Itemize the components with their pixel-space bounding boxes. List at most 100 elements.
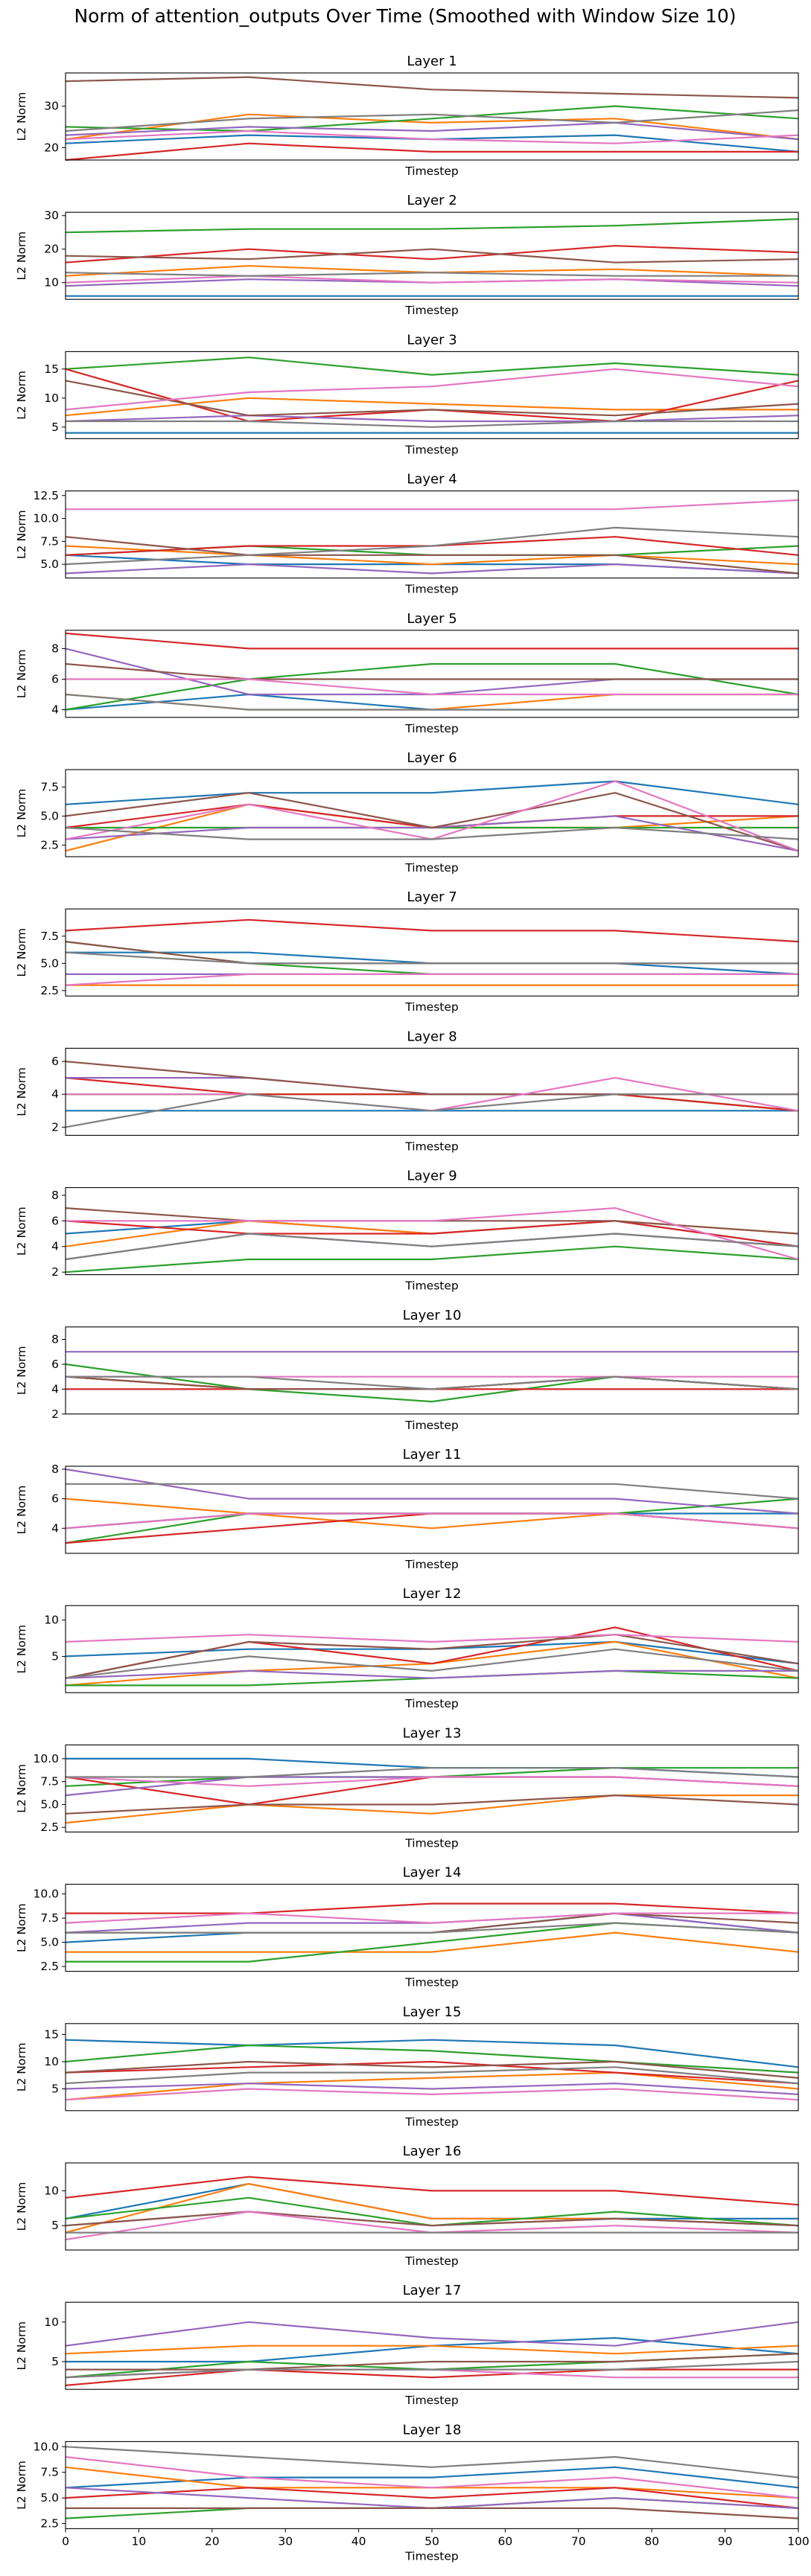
series-line xyxy=(65,2360,799,2379)
plot-frame xyxy=(65,2162,799,2251)
y-tick-label: 6 xyxy=(51,1055,59,1068)
x-tick-label: 0 xyxy=(62,2534,69,2548)
y-tick-label: 10.0 xyxy=(33,1888,59,1901)
y-tick-label: 7.5 xyxy=(40,930,59,943)
y-tick-label: 5 xyxy=(51,2083,59,2096)
series-line xyxy=(66,1375,799,1390)
y-axis-label: L2 Norm xyxy=(15,1625,28,1674)
x-tick-label: 90 xyxy=(718,2534,733,2548)
x-tick-label: 100 xyxy=(787,2534,810,2548)
y-tick-label: 10.0 xyxy=(33,512,59,525)
y-axis-label: L2 Norm xyxy=(15,2321,28,2371)
y-axis-label: L2 Norm xyxy=(15,371,28,420)
subplot-layer-9: Layer 9 2 4 6 8 Timestep L2 Norm xyxy=(15,1169,799,1293)
plot-frame xyxy=(65,769,799,857)
series-line xyxy=(66,1483,799,1500)
series-line xyxy=(65,1634,799,1643)
x-axis-label: Timestep xyxy=(404,1697,458,1710)
y-tick-label: 10.0 xyxy=(33,2440,59,2453)
y-axis-label: L2 Norm xyxy=(15,510,28,559)
series-line xyxy=(65,563,799,575)
subplot-title: Layer 6 xyxy=(407,750,457,766)
subplot-title: Layer 8 xyxy=(407,1029,457,1044)
x-tick-label: 80 xyxy=(644,2534,659,2548)
y-tick-label: 7.5 xyxy=(40,1775,59,1789)
series-line xyxy=(65,76,799,99)
y-tick-label: 8 xyxy=(51,1333,59,1346)
series-line xyxy=(65,248,799,263)
subplot-layer-10: Layer 10 2 4 6 8 Timestep L2 Norm xyxy=(15,1308,799,1432)
subplot-title: Layer 17 xyxy=(403,2283,462,2298)
series-line xyxy=(65,951,798,965)
x-axis-label: Timestep xyxy=(404,2549,458,2563)
y-tick-label: 15 xyxy=(44,2027,59,2041)
series-line xyxy=(65,1245,799,1273)
y-tick-label: 6 xyxy=(51,1492,59,1506)
y-tick-label: 10.0 xyxy=(33,1752,59,1765)
series-line xyxy=(65,2455,799,2499)
x-tick-label: 20 xyxy=(205,2534,220,2548)
x-tick-label: 10 xyxy=(132,2534,147,2548)
y-tick-label: 20 xyxy=(44,141,59,154)
x-tick-label: 70 xyxy=(571,2534,586,2548)
series-line xyxy=(66,1922,799,1934)
subplot-layer-18: Layer 18 2.5 5.0 7.5 10.0 0 10 20 30 40 50 60 70 80 90… xyxy=(15,2422,810,2563)
plot-frame xyxy=(65,1326,799,1415)
series-line xyxy=(65,2211,799,2227)
y-tick-label: 5 xyxy=(51,2355,59,2368)
y-tick-label: 7.5 xyxy=(40,2466,59,2479)
subplot-title: Layer 10 xyxy=(403,1308,462,1323)
series-line xyxy=(65,2368,798,2386)
y-axis-label: L2 Norm xyxy=(15,92,28,141)
subplot-title: Layer 2 xyxy=(407,193,457,208)
series-line xyxy=(65,2060,799,2079)
y-tick-label: 5.0 xyxy=(40,809,59,822)
y-tick-label: 2.5 xyxy=(40,2517,59,2531)
x-tick-label: 30 xyxy=(278,2534,293,2548)
series-line xyxy=(65,662,799,711)
y-tick-label: 4 xyxy=(51,1087,59,1101)
y-axis-label: L2 Norm xyxy=(15,1903,28,1952)
x-tick-label: 40 xyxy=(352,2534,366,2548)
y-tick-label: 2 xyxy=(51,1407,59,1421)
subplot-title: Layer 16 xyxy=(403,2144,462,2159)
series-line xyxy=(65,632,798,650)
series-line xyxy=(65,130,799,144)
subplot-layer-12: Layer 12 5 10 Timestep L2 Norm xyxy=(15,1586,799,1710)
series-line xyxy=(65,2083,799,2095)
series-line xyxy=(65,918,799,943)
plot-frame xyxy=(65,630,799,718)
series-line xyxy=(65,693,798,711)
subplot-title: Layer 18 xyxy=(403,2422,462,2438)
subplot-title: Layer 12 xyxy=(403,1586,462,1602)
y-axis-label: L2 Norm xyxy=(15,1486,28,1535)
subplot-layer-11: Layer 11 4 6 8 Timestep L2 Norm xyxy=(15,1447,799,1571)
x-axis-label: Timestep xyxy=(404,583,458,596)
y-tick-label: 8 xyxy=(51,1463,59,1476)
y-tick-label: 15 xyxy=(44,362,59,376)
subplot-title: Layer 5 xyxy=(407,611,457,627)
y-tick-label: 4 xyxy=(51,1521,59,1535)
series-line xyxy=(65,1794,799,1815)
series-line xyxy=(65,2088,799,2101)
series-line xyxy=(65,218,799,234)
series-line xyxy=(65,1648,799,1679)
y-tick-label: 10 xyxy=(44,391,59,405)
y-tick-label: 10 xyxy=(44,276,59,290)
plot-frame xyxy=(65,1605,799,1693)
x-axis-label: Timestep xyxy=(404,2115,458,2129)
y-tick-label: 10 xyxy=(44,2055,59,2068)
y-tick-label: 5.0 xyxy=(40,1936,59,1949)
y-tick-label: 2.5 xyxy=(40,984,59,997)
y-axis-label: L2 Norm xyxy=(15,1764,28,1813)
series-line xyxy=(65,1794,798,1824)
y-axis-label: L2 Norm xyxy=(15,1067,28,1116)
series-line xyxy=(66,1902,799,1914)
series-line xyxy=(65,2044,799,2074)
series-line xyxy=(66,1767,799,1778)
y-tick-label: 4 xyxy=(51,1382,59,1396)
x-axis-label: Timestep xyxy=(404,2254,458,2268)
series-line xyxy=(66,420,798,428)
y-tick-label: 2.5 xyxy=(40,1960,59,1973)
